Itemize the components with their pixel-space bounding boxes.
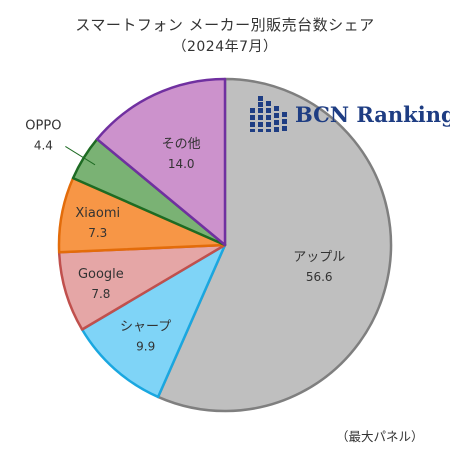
slice-label-4: Xiaomi [75, 206, 120, 221]
pie-slice-6 [95, 77, 227, 247]
bcn-logo-icon [250, 96, 287, 132]
slice-label-5: OPPO [25, 118, 61, 133]
slice-value-3: 7.8 [91, 287, 110, 301]
slice-value-1: 56.6 [306, 270, 333, 284]
leader-line-5 [65, 146, 96, 166]
slice-label-1: アップル [293, 250, 345, 265]
footnote: （最大パネル） [336, 429, 424, 444]
slice-value-2: 9.9 [136, 339, 155, 353]
pie-slice-1 [156, 77, 393, 413]
slice-label-3: Google [78, 267, 124, 282]
slice-label-6: その他 [162, 137, 201, 152]
logo-text: BCN Ranking [295, 101, 450, 127]
slice-value-5: 4.4 [34, 138, 53, 152]
slice-value-4: 7.3 [88, 226, 107, 240]
pie-slice-2 [80, 243, 227, 399]
bcn-ranking-logo: BCN Ranking [250, 96, 450, 132]
chart-subtitle: （2024年7月） [172, 39, 278, 55]
chart-title: スマートフォン メーカー別販売台数シェア [75, 16, 375, 34]
slice-label-2: シャープ [120, 319, 171, 334]
slice-value-6: 14.0 [168, 157, 195, 171]
